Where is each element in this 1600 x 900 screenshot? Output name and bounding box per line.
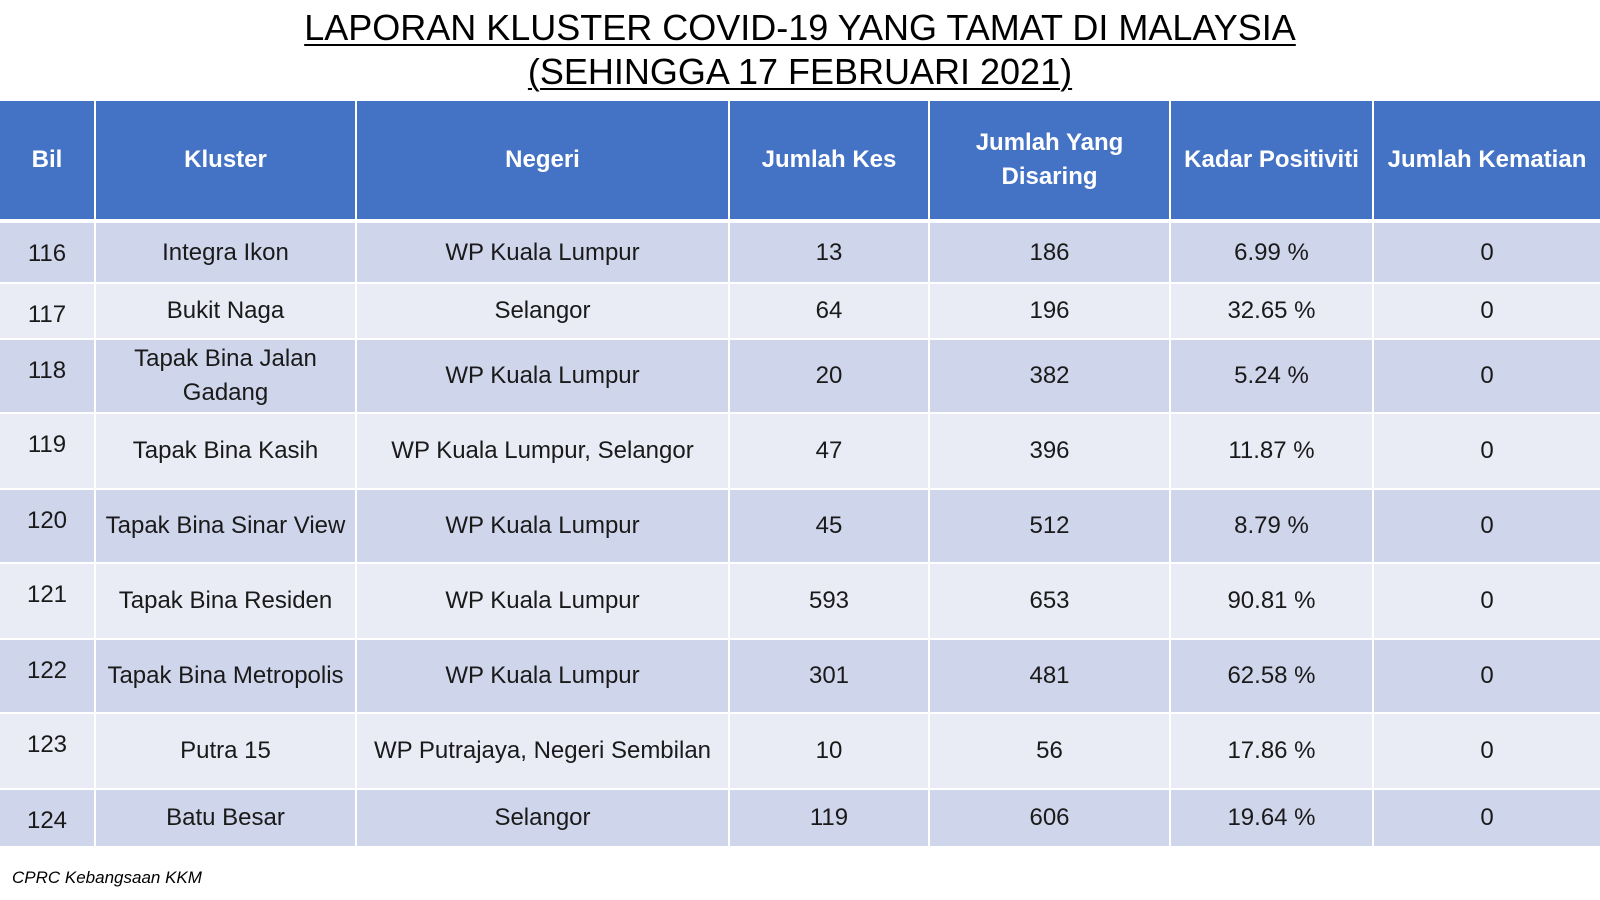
cell-jumlah-kes: 20 [730,340,930,414]
source-credit: CPRC Kebangsaan KKM [12,868,202,887]
cell-negeri: WP Kuala Lumpur [357,490,730,564]
cell-jumlah-kematian: 0 [1374,640,1600,714]
cell-bil: 122 [0,640,96,714]
header-kluster: Kluster [96,101,357,223]
cell-bil: 119 [0,414,96,490]
header-jumlah-disaring: Jumlah Yang Disaring [930,101,1171,223]
table-row: 118 Tapak Bina Jalan Gadang WP Kuala Lum… [0,340,1600,414]
cell-kadar-positiviti: 5.24 % [1171,340,1374,414]
cell-negeri: WP Putrajaya, Negeri Sembilan [357,714,730,790]
table-row: 121 Tapak Bina Residen WP Kuala Lumpur 5… [0,564,1600,640]
cell-kadar-positiviti: 62.58 % [1171,640,1374,714]
cell-kluster: Tapak Bina Sinar View [96,490,357,564]
cell-kluster: Bukit Naga [96,284,357,340]
cell-kluster: Tapak Bina Residen [96,564,357,640]
cell-jumlah-kematian: 0 [1374,564,1600,640]
table-row: 122 Tapak Bina Metropolis WP Kuala Lumpu… [0,640,1600,714]
cell-negeri: WP Kuala Lumpur [357,223,730,284]
cell-bil: 118 [0,340,96,414]
header-kadar-positiviti: Kadar Positiviti [1171,101,1374,223]
cell-negeri: WP Kuala Lumpur [357,340,730,414]
cell-kluster: Tapak Bina Metropolis [96,640,357,714]
cell-jumlah-disaring: 56 [930,714,1171,790]
cell-negeri: Selangor [357,284,730,340]
cell-negeri: Selangor [357,790,730,848]
cell-jumlah-kes: 47 [730,414,930,490]
cell-jumlah-kematian: 0 [1374,714,1600,790]
cell-jumlah-disaring: 382 [930,340,1171,414]
cell-jumlah-disaring: 512 [930,490,1171,564]
cluster-table-container: Bil Kluster Negeri Jumlah Kes Jumlah Yan… [0,101,1600,848]
cell-bil: 123 [0,714,96,790]
cell-kluster: Batu Besar [96,790,357,848]
table-row: 124 Batu Besar Selangor 119 606 19.64 % … [0,790,1600,848]
cell-kluster: Tapak Bina Kasih [96,414,357,490]
cell-kadar-positiviti: 6.99 % [1171,223,1374,284]
cell-jumlah-kes: 301 [730,640,930,714]
cluster-table: Bil Kluster Negeri Jumlah Kes Jumlah Yan… [0,101,1600,848]
cell-bil: 124 [0,790,96,848]
cell-bil: 120 [0,490,96,564]
cell-kadar-positiviti: 17.86 % [1171,714,1374,790]
cell-jumlah-kes: 10 [730,714,930,790]
cell-kadar-positiviti: 19.64 % [1171,790,1374,848]
header-negeri: Negeri [357,101,730,223]
cell-jumlah-disaring: 396 [930,414,1171,490]
table-row: 116 Integra Ikon WP Kuala Lumpur 13 186 … [0,223,1600,284]
cell-jumlah-kematian: 0 [1374,414,1600,490]
cell-negeri: WP Kuala Lumpur [357,564,730,640]
report-title: LAPORAN KLUSTER COVID-19 YANG TAMAT DI M… [0,6,1600,94]
title-line-1: LAPORAN KLUSTER COVID-19 YANG TAMAT DI M… [304,7,1296,48]
table-row: 120 Tapak Bina Sinar View WP Kuala Lumpu… [0,490,1600,564]
cell-jumlah-disaring: 481 [930,640,1171,714]
cell-jumlah-kematian: 0 [1374,490,1600,564]
cell-jumlah-kematian: 0 [1374,284,1600,340]
cell-jumlah-kes: 45 [730,490,930,564]
cell-jumlah-disaring: 606 [930,790,1171,848]
table-header-row: Bil Kluster Negeri Jumlah Kes Jumlah Yan… [0,101,1600,223]
cell-jumlah-kes: 119 [730,790,930,848]
header-jumlah-kes: Jumlah Kes [730,101,930,223]
cell-kadar-positiviti: 32.65 % [1171,284,1374,340]
cell-kluster: Putra 15 [96,714,357,790]
cell-jumlah-kematian: 0 [1374,340,1600,414]
cell-jumlah-disaring: 196 [930,284,1171,340]
header-jumlah-kematian: Jumlah Kematian [1374,101,1600,223]
table-row: 117 Bukit Naga Selangor 64 196 32.65 % 0 [0,284,1600,340]
cell-bil: 121 [0,564,96,640]
cell-kluster: Integra Ikon [96,223,357,284]
cell-jumlah-kes: 13 [730,223,930,284]
title-line-2: (SEHINGGA 17 FEBRUARI 2021) [527,51,1073,92]
cell-kadar-positiviti: 8.79 % [1171,490,1374,564]
cell-jumlah-kematian: 0 [1374,223,1600,284]
table-row: 123 Putra 15 WP Putrajaya, Negeri Sembil… [0,714,1600,790]
cell-negeri: WP Kuala Lumpur [357,640,730,714]
table-row: 119 Tapak Bina Kasih WP Kuala Lumpur, Se… [0,414,1600,490]
cell-kadar-positiviti: 90.81 % [1171,564,1374,640]
cell-kadar-positiviti: 11.87 % [1171,414,1374,490]
cell-negeri: WP Kuala Lumpur, Selangor [357,414,730,490]
cell-jumlah-disaring: 653 [930,564,1171,640]
cell-jumlah-kematian: 0 [1374,790,1600,848]
cell-bil: 116 [0,223,96,284]
cell-jumlah-kes: 64 [730,284,930,340]
cell-bil: 117 [0,284,96,340]
header-bil: Bil [0,101,96,223]
cell-kluster: Tapak Bina Jalan Gadang [96,340,357,414]
cell-jumlah-disaring: 186 [930,223,1171,284]
cell-jumlah-kes: 593 [730,564,930,640]
